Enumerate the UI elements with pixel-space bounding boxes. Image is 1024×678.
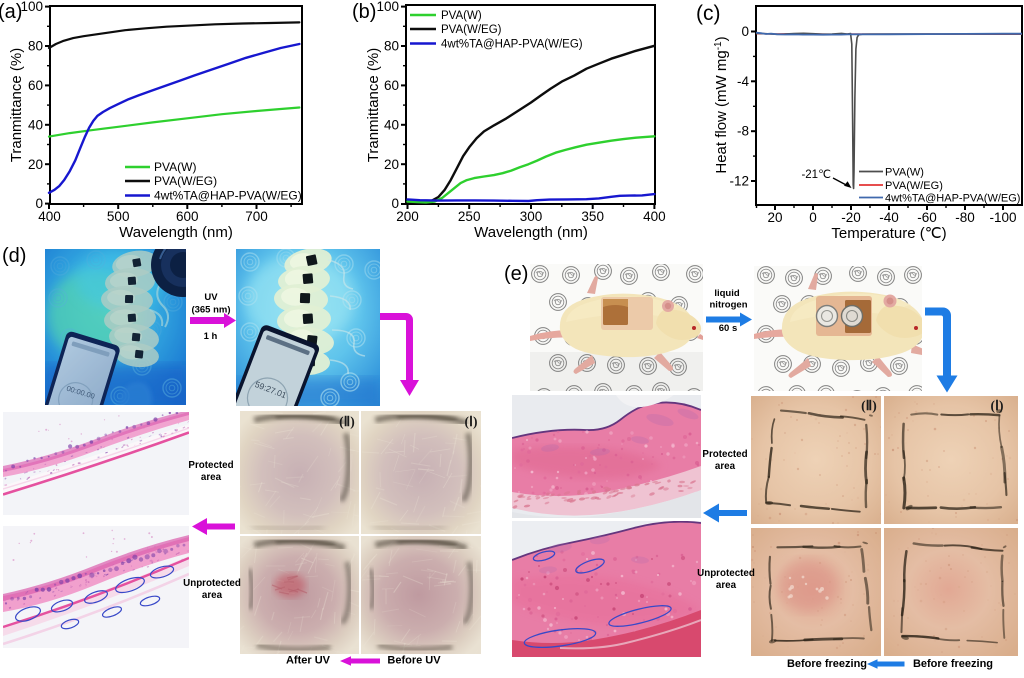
svg-text:Tranmittance (%): Tranmittance (%): [365, 48, 382, 162]
svg-text:60: 60: [384, 78, 399, 93]
svg-text:nitrogen: nitrogen: [710, 300, 748, 311]
svg-text:Before freezing: Before freezing: [913, 658, 993, 670]
svg-text:200: 200: [396, 209, 419, 224]
svg-text:liquid: liquid: [714, 288, 740, 299]
svg-text:80: 80: [384, 39, 399, 54]
svg-text:20: 20: [767, 210, 782, 225]
svg-text:600: 600: [176, 209, 199, 224]
svg-text:(b): (b): [352, 1, 376, 23]
svg-text:60: 60: [28, 78, 43, 93]
svg-text:250: 250: [458, 209, 481, 224]
svg-text:400: 400: [38, 209, 61, 224]
svg-text:4wt%TA@HAP-PVA(W/EG): 4wt%TA@HAP-PVA(W/EG): [154, 189, 302, 203]
svg-text:(e): (e): [504, 263, 528, 285]
svg-text:-100: -100: [989, 210, 1016, 225]
svg-text:(Ⅰ): (Ⅰ): [465, 414, 478, 429]
svg-text:60 s: 60 s: [719, 323, 738, 334]
svg-text:area: area: [202, 590, 223, 601]
svg-text:350: 350: [581, 209, 604, 224]
svg-text:Unprotected: Unprotected: [697, 568, 755, 579]
svg-text:-60: -60: [917, 210, 937, 225]
svg-text:400: 400: [643, 209, 666, 224]
svg-text:PVA(W): PVA(W): [441, 10, 482, 22]
svg-text:-80: -80: [955, 210, 975, 225]
svg-text:After UV: After UV: [286, 655, 331, 667]
svg-text:area: area: [201, 472, 222, 483]
svg-text:Unprotected: Unprotected: [183, 578, 241, 589]
svg-text:(365 nm): (365 nm): [191, 305, 230, 316]
svg-text:Protected: Protected: [702, 449, 747, 460]
svg-text:-21℃: -21℃: [801, 169, 831, 181]
svg-text:-20: -20: [841, 210, 861, 225]
svg-text:Wavelength (nm): Wavelength (nm): [474, 224, 588, 241]
svg-text:0: 0: [35, 196, 43, 211]
svg-text:(a): (a): [0, 1, 22, 23]
svg-text:Heat flow (mW mg-1): Heat flow (mW mg-1): [713, 36, 731, 173]
svg-text:-40: -40: [879, 210, 899, 225]
svg-text:(Ⅱ): (Ⅱ): [861, 398, 877, 413]
svg-text:-8: -8: [737, 124, 749, 139]
svg-text:-4: -4: [737, 74, 749, 89]
svg-text:20: 20: [384, 157, 399, 172]
svg-text:500: 500: [107, 209, 130, 224]
svg-text:PVA(W): PVA(W): [154, 160, 196, 174]
svg-text:UV: UV: [204, 292, 218, 303]
svg-text:(Ⅱ): (Ⅱ): [339, 414, 355, 429]
svg-text:PVA(W/EG): PVA(W/EG): [154, 174, 217, 188]
svg-text:Temperature (℃): Temperature (℃): [831, 225, 946, 242]
svg-text:PVA(W): PVA(W): [885, 167, 924, 179]
svg-text:0: 0: [809, 210, 817, 225]
svg-text:Wavelength (nm): Wavelength (nm): [119, 224, 233, 241]
svg-text:(d): (d): [2, 245, 26, 267]
svg-text:area: area: [715, 461, 736, 472]
svg-text:area: area: [716, 580, 737, 591]
svg-text:Tranmittance (%): Tranmittance (%): [8, 48, 25, 162]
svg-text:300: 300: [520, 209, 543, 224]
svg-text:Protected: Protected: [188, 460, 233, 471]
svg-text:-12: -12: [729, 174, 749, 189]
svg-text:40: 40: [384, 118, 399, 133]
svg-text:100: 100: [20, 0, 43, 14]
svg-text:0: 0: [391, 196, 399, 211]
svg-text:(Ⅰ): (Ⅰ): [991, 398, 1004, 413]
svg-text:40: 40: [28, 118, 43, 133]
svg-text:PVA(W/EG): PVA(W/EG): [885, 180, 943, 192]
svg-text:700: 700: [245, 209, 268, 224]
svg-text:20: 20: [28, 157, 43, 172]
svg-text:(c): (c): [696, 2, 721, 25]
svg-text:PVA(W/EG): PVA(W/EG): [441, 24, 502, 36]
svg-text:1 h: 1 h: [204, 331, 218, 342]
svg-text:4wt%TA@HAP-PVA(W/EG): 4wt%TA@HAP-PVA(W/EG): [441, 39, 583, 51]
svg-text:Before freezing: Before freezing: [787, 658, 867, 670]
svg-text:4wt%TA@HAP-PVA(W/EG): 4wt%TA@HAP-PVA(W/EG): [885, 193, 1020, 205]
svg-text:100: 100: [376, 0, 399, 14]
svg-text:80: 80: [28, 39, 43, 54]
svg-text:0: 0: [741, 24, 749, 39]
svg-text:Before UV: Before UV: [387, 655, 441, 667]
